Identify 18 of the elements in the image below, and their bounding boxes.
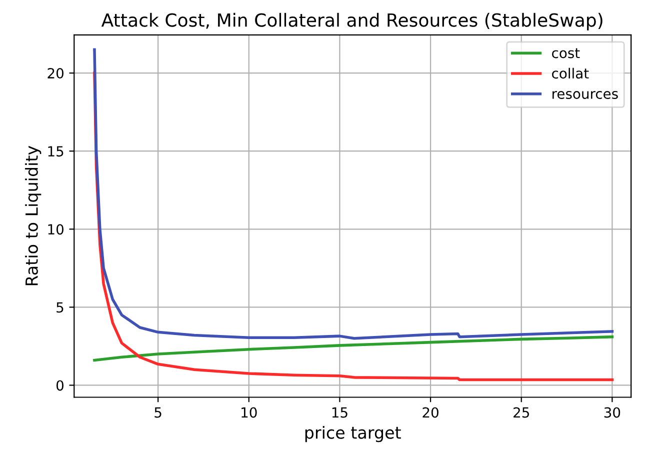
x-tick-label: 15 bbox=[332, 407, 348, 418]
legend-label: resources bbox=[552, 91, 618, 99]
y-tick-label: 10 bbox=[48, 224, 64, 235]
legend-label: cost bbox=[552, 48, 580, 58]
x-axis-title: price target bbox=[305, 426, 401, 442]
x-tick-label: 25 bbox=[514, 407, 529, 418]
y-tick-label: 5 bbox=[56, 302, 64, 313]
x-tick-label: 20 bbox=[422, 407, 438, 418]
line-series bbox=[93, 335, 614, 362]
y-tick-label: 15 bbox=[48, 146, 64, 157]
y-axis-title: Ratio to Liquidity bbox=[25, 146, 42, 286]
x-tick-label: 30 bbox=[604, 407, 620, 418]
x-tick-label: 5 bbox=[154, 407, 162, 418]
chart-title: Attack Cost, Min Collateral and Resources (StableSwap) bbox=[101, 12, 602, 30]
y-tick-label: 20 bbox=[48, 68, 64, 79]
x-tick-label: 10 bbox=[242, 407, 257, 418]
y-tick-label: 0 bbox=[56, 380, 64, 391]
legend-label: collat bbox=[552, 68, 589, 79]
